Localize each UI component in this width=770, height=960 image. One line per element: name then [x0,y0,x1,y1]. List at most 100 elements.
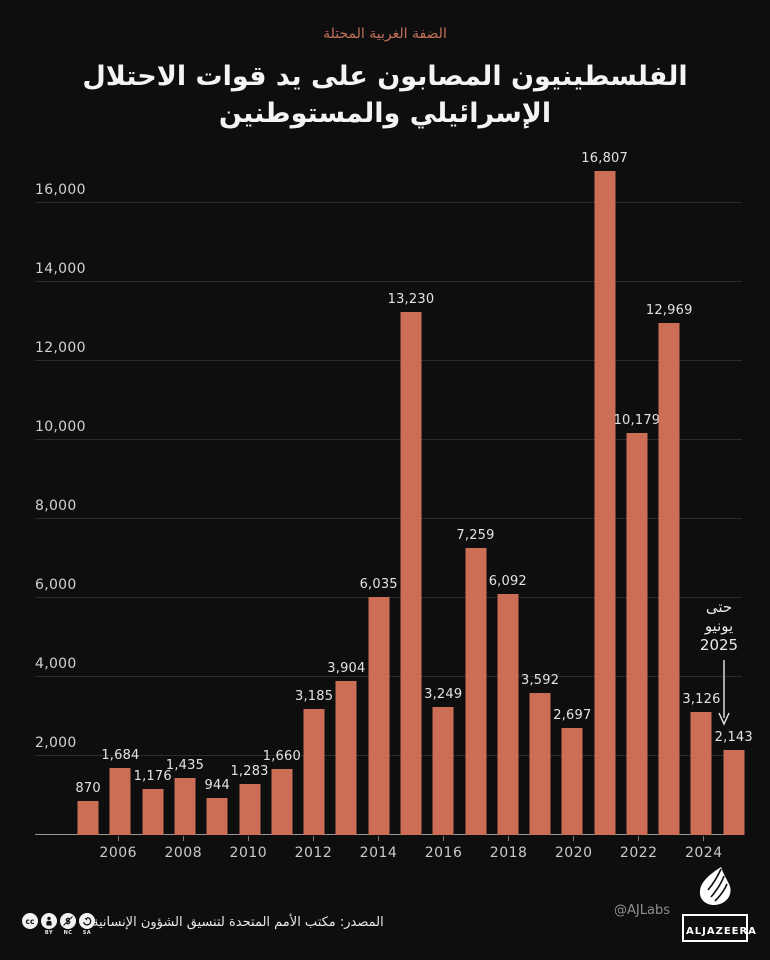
x-axis-label: 2012 [294,845,333,861]
x-tick [638,836,640,841]
bar-2013 [335,680,357,835]
bar-value-label: 12,969 [645,302,693,318]
aljazeera-wordmark: ALJAZEERA [682,914,756,942]
x-slot-2005 [72,836,99,861]
x-slot-2013 [332,836,359,861]
x-slot-2024: 2024 [685,836,723,861]
bar-slot-2024: 3,126 [682,145,720,835]
bar-2014 [368,596,390,835]
title-line-1: الفلسطينيون المصابون على يد قوات الاحتلا… [82,61,688,92]
x-tick [443,836,445,841]
y-axis-label: 14,000 [35,261,86,277]
bar-2021 [594,171,616,835]
x-axis-label: 2014 [359,845,398,861]
annotation-line: حتى [705,598,733,616]
bar-value-label: 3,592 [520,673,560,689]
bar-2019 [529,693,551,835]
x-slot-2016: 2016 [425,836,463,861]
bar-2020 [561,728,583,835]
x-slot-2018: 2018 [490,836,528,861]
svg-text:cc: cc [26,917,35,926]
x-axis-label: 2010 [229,845,268,861]
bar-2017 [465,548,487,835]
bar-2005 [77,800,99,835]
x-tick [117,836,119,841]
creative-commons-badge: cc $ BY NC SA [22,913,95,936]
title-line-2: الإسرائيلي والمستوطنين [218,98,552,130]
bar-value-label: 870 [75,780,101,796]
bar-value-label: 1,684 [101,748,140,764]
bar-value-label: 2,697 [553,708,592,724]
gridline [35,439,742,440]
bar-slot-2019: 3,592 [520,145,560,835]
bar-slot-2021: 16,807 [581,145,628,835]
x-slot-2012: 2012 [295,836,333,861]
y-axis-label: 8,000 [35,498,77,514]
bar-slot-2005: 870 [72,145,104,835]
x-slot-2015 [397,836,424,861]
x-axis-label: 2016 [424,845,463,861]
x-axis-label: 2020 [554,845,593,861]
x-slot-2021 [593,836,620,861]
bar-2006 [109,768,131,835]
down-arrow-icon [718,660,730,726]
x-slot-2007 [137,836,164,861]
kicker-label: الضفة الغربية المحتلة [323,26,447,42]
x-axis-label: 2024 [684,845,723,861]
bar-2025 [723,750,745,835]
cc-icon: cc [22,913,38,929]
bar-2009 [206,797,228,835]
x-axis-label: 2022 [619,845,658,861]
x-tick [312,836,314,841]
license-label-nc: NC [63,930,73,936]
y-axis-label: 2,000 [35,735,77,751]
bar-value-label: 1,176 [133,768,172,784]
x-slot-2011 [267,836,294,861]
bar-slot-2011: 1,660 [262,145,301,835]
bar-slot-2016: 3,249 [424,145,462,835]
x-slot-2022: 2022 [620,836,658,861]
source-text: المصدر: مكتب الأمم المتحدة لتنسيق الشؤون… [92,915,384,930]
bar-2010 [239,784,261,835]
bar-value-label: 7,259 [456,528,495,544]
bar-value-label: 1,660 [262,749,301,765]
x-axis-label: 2006 [99,845,138,861]
annotation-line: يونيو [704,616,734,635]
gridline [35,360,742,361]
bar-value-label: 13,230 [387,292,435,308]
bar-slot-2017: 7,259 [456,145,495,835]
page-title: الفلسطينيون المصابون على يد قوات الاحتلا… [60,58,710,133]
y-axis-label: 6,000 [35,577,77,593]
x-tick [703,836,705,841]
bar-value-label: 3,904 [327,660,366,676]
bar-value-label: 944 [204,777,230,793]
svg-text:$: $ [65,917,71,927]
x-slot-2023 [658,836,685,861]
x-axis: 2006 2008 2010 2012 2014 2016 2018 2020 2022 2024 [72,836,750,861]
bar-2008 [174,778,196,835]
bar-slot-2023: 12,969 [646,145,692,835]
bar-value-label: 1,283 [230,764,269,780]
bar-slot-2018: 6,092 [489,145,527,835]
gridline [35,518,742,519]
x-tick [573,836,575,841]
bar-chart: 2,000 4,000 6,000 8,000 10,000 12,000 14,000 16… [0,145,770,835]
bar-value-label: 2,143 [714,730,753,746]
bar-slot-2020: 2,697 [553,145,592,835]
bar-slot-2009: 944 [201,145,233,835]
bar-slot-2015: 13,230 [388,145,434,835]
bar-value-label: 16,807 [581,151,628,167]
by-icon [41,913,57,929]
bar-2015 [400,312,422,835]
y-axis-label: 16,000 [35,182,86,198]
x-tick [377,836,379,841]
bar-2024 [690,711,712,835]
annotation-line: 2025 [699,635,739,654]
bar-2018 [497,594,519,835]
aljazeera-logo: ALJAZEERA [682,866,756,942]
license-label-sa: SA [82,930,92,936]
x-axis-label: 2008 [164,845,203,861]
x-slot-2019 [527,836,554,861]
bar-2023 [658,322,680,835]
